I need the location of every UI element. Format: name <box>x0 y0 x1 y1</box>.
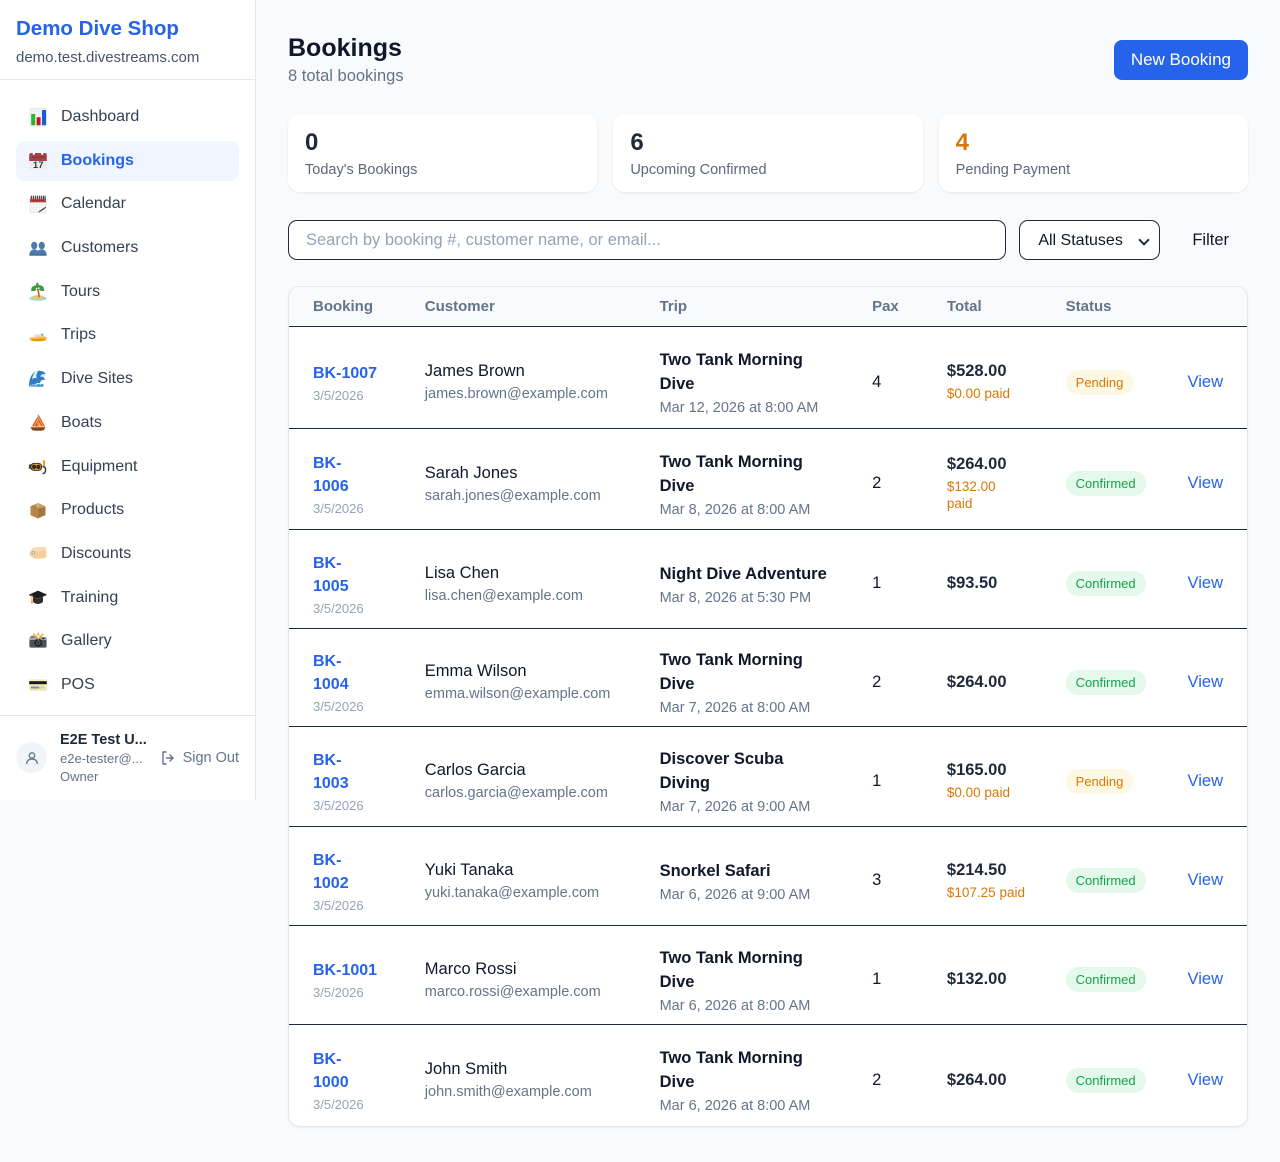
svg-text:17: 17 <box>33 160 44 171</box>
